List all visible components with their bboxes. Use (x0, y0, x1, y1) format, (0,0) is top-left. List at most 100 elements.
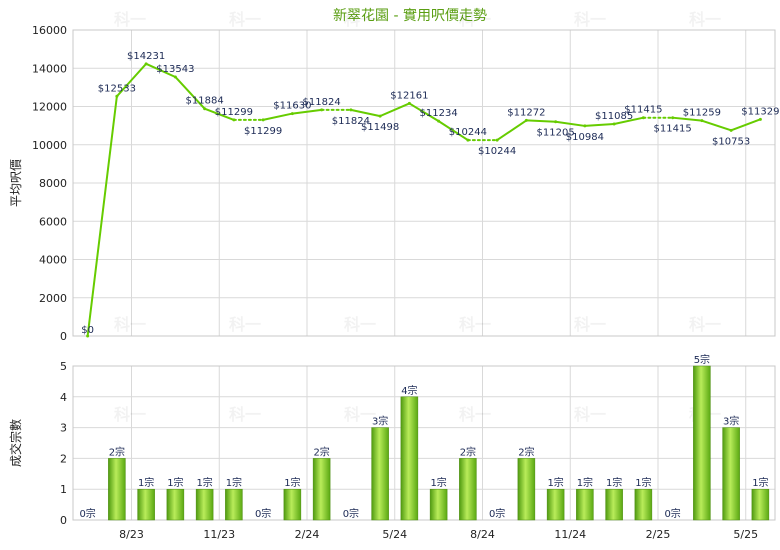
bar (137, 488, 155, 521)
line-segment (145, 62, 177, 78)
xtick-label: 8/24 (470, 528, 495, 541)
line-segment (613, 116, 645, 125)
line-segment (174, 75, 206, 110)
top-frame (72, 29, 776, 337)
line-point-label: $11630 (273, 101, 311, 112)
line-point (144, 62, 148, 66)
line-point (173, 75, 177, 79)
line-point-label: $11415 (654, 124, 692, 135)
line-point-label: $11205 (537, 128, 575, 139)
line-point (554, 120, 558, 124)
line-point (349, 108, 353, 112)
watermark: 科一 (574, 315, 606, 334)
line-point-label: $11824 (303, 97, 341, 108)
line-point (524, 118, 528, 122)
line-point-label: $14231 (127, 51, 165, 62)
top-ylabel: 平均呎價 (9, 159, 23, 207)
bar-label: 1宗 (167, 476, 183, 489)
bar (400, 396, 419, 521)
bar (283, 488, 302, 521)
watermark: 科一 (689, 315, 721, 334)
line-segment (379, 102, 411, 118)
watermark: 科一 (229, 10, 261, 29)
xtick-label: 5/25 (733, 528, 758, 541)
line-point (115, 94, 119, 98)
xtick-label: 8/23 (119, 528, 144, 541)
top-ytick-label: 8000 (39, 177, 67, 190)
watermark: 科一 (229, 405, 261, 424)
line-point (290, 112, 294, 116)
line-segment (86, 95, 118, 337)
line-segment (496, 119, 528, 142)
line-point-label: $11085 (595, 111, 633, 122)
line-point-label: $11234 (420, 108, 458, 119)
bar-label: 5宗 (694, 353, 710, 366)
watermark: 科一 (229, 315, 261, 334)
top-ytick-label: 12000 (32, 101, 67, 114)
xtick-label: 11/24 (554, 528, 586, 541)
bar-label: 1宗 (196, 476, 212, 489)
line-point-label: $10244 (478, 146, 516, 157)
line-point (700, 119, 704, 123)
line-segment (349, 108, 382, 118)
bar-label: 2宗 (313, 445, 329, 458)
top-ytick-label: 6000 (39, 215, 67, 228)
line-segment (730, 118, 762, 132)
line-segment (554, 120, 586, 127)
line-point (86, 334, 90, 338)
bar (605, 488, 623, 521)
bar-label: 0宗 (489, 507, 505, 520)
line-point (437, 119, 441, 123)
bar (546, 488, 565, 521)
watermark: 科一 (344, 10, 376, 29)
watermark: 科一 (689, 10, 721, 29)
line-point-label: $11498 (361, 122, 399, 133)
bar-label: 1宗 (284, 476, 300, 489)
bar-label: 2宗 (518, 445, 534, 458)
bar-label: 0宗 (79, 507, 95, 520)
line-point-label: $10984 (566, 132, 604, 143)
bar-label: 1宗 (226, 476, 242, 489)
line-point (378, 114, 382, 118)
bar-label: 3宗 (723, 415, 739, 428)
line-point-label: $11272 (507, 107, 545, 118)
line-point (232, 118, 236, 122)
watermark: 科一 (459, 405, 491, 424)
line-point-label: $11299 (215, 107, 253, 118)
top-ytick-label: 2000 (39, 292, 67, 305)
watermark: 科一 (574, 405, 606, 424)
watermark: 科一 (574, 10, 606, 29)
line-point (641, 116, 645, 120)
line-point (583, 124, 587, 128)
line-segment (203, 107, 235, 121)
line-point (729, 128, 733, 132)
line-point-label: $0 (81, 325, 94, 336)
top-ytick-label: 10000 (32, 139, 67, 152)
bar (576, 488, 594, 521)
bar-label: 1宗 (547, 476, 563, 489)
line-point-label: $11329 (741, 106, 779, 117)
xtick-label: 2/24 (295, 528, 320, 541)
line-point (261, 118, 265, 122)
xtick-label: 11/23 (203, 528, 235, 541)
bar-label: 4宗 (401, 384, 417, 397)
bar-label: 1宗 (138, 476, 154, 489)
bar (225, 488, 243, 521)
top-ytick-label: 4000 (39, 254, 67, 267)
bottom-ytick-label: 3 (60, 422, 67, 435)
xtick-label: 5/24 (382, 528, 407, 541)
line-point-label: $12533 (98, 83, 136, 94)
bar (166, 488, 185, 521)
watermark: 科一 (459, 10, 491, 29)
line-segment (408, 102, 440, 123)
line-point (612, 122, 616, 126)
line-segment (115, 62, 148, 98)
bar (371, 427, 389, 521)
bottom-ytick-label: 2 (60, 452, 67, 465)
line-point-label: $10244 (449, 127, 487, 138)
bar (517, 458, 536, 521)
bar-label: 1宗 (606, 476, 622, 489)
bottom-ytick-label: 4 (60, 391, 67, 404)
bar-label: 0宗 (343, 507, 359, 520)
